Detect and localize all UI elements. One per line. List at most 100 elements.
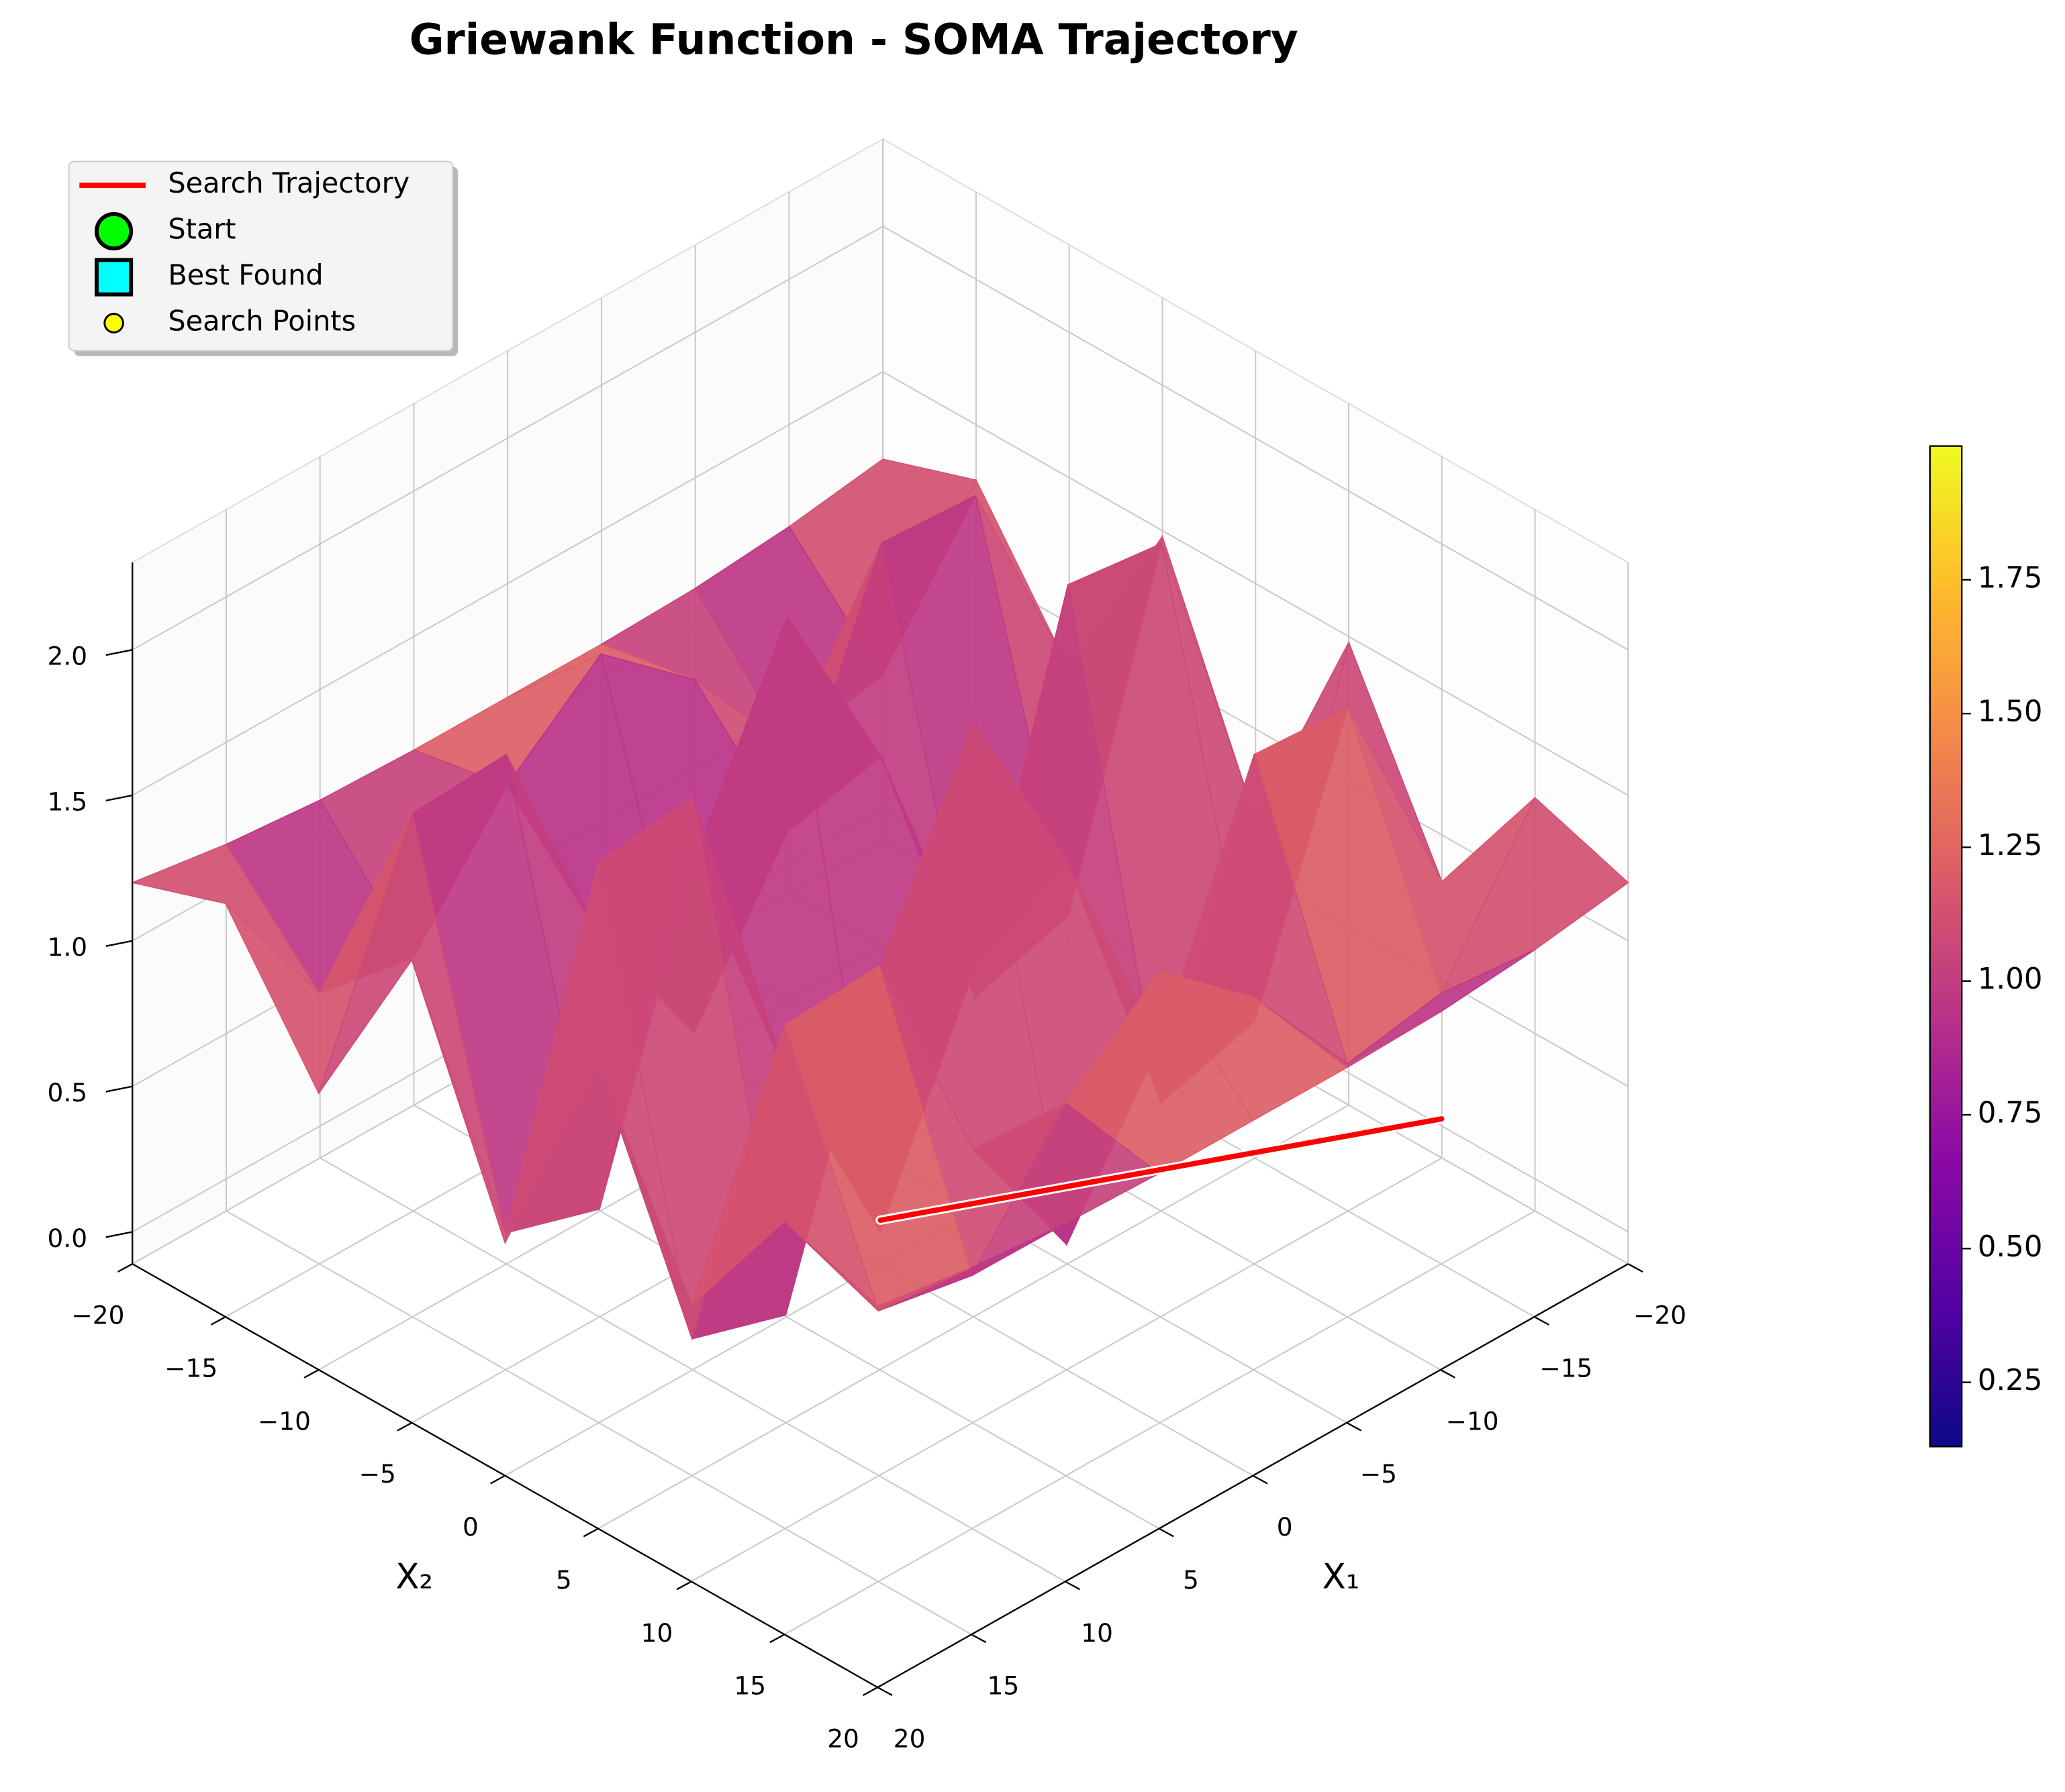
colorbar-swatch — [1929, 696, 1962, 705]
x-tick — [1252, 1475, 1268, 1485]
colorbar-swatch — [1929, 1062, 1962, 1073]
colorbar-swatch — [1929, 1363, 1962, 1373]
y-tick — [863, 1687, 878, 1697]
y-tick — [489, 1475, 506, 1485]
grid-line — [691, 1157, 1443, 1583]
colorbar-swatch — [1929, 446, 1962, 456]
y-tick — [397, 1422, 413, 1432]
colorbar-swatch — [1929, 1113, 1962, 1122]
colorbar-swatch — [1929, 1179, 1962, 1189]
legend: Search Trajectory Start Best Found Search P… — [68, 160, 459, 356]
colorbar-swatch — [1929, 487, 1962, 497]
colorbar-swatch — [1929, 546, 1962, 556]
colorbar-swatch — [1929, 996, 1962, 1006]
colorbar-swatch — [1929, 570, 1962, 581]
colorbar-swatch — [1929, 1196, 1962, 1206]
y-tick-label: 0 — [463, 1512, 479, 1542]
colorbar-swatch — [1929, 754, 1962, 764]
colorbar-swatch — [1929, 1088, 1962, 1097]
colorbar-tick-label: 1.75 — [1978, 561, 2043, 595]
y-tick — [769, 1634, 785, 1644]
legend-marker — [94, 211, 134, 251]
colorbar-swatch — [1929, 1405, 1962, 1414]
x-tick-label: −15 — [1539, 1353, 1592, 1383]
colorbar-swatch — [1929, 621, 1962, 631]
colorbar-swatch — [1929, 954, 1962, 964]
y-tick-label: −15 — [164, 1353, 218, 1383]
colorbar-swatch — [1929, 854, 1962, 864]
colorbar-swatch — [1929, 921, 1962, 931]
colorbar-swatch — [1929, 646, 1962, 656]
colorbar-swatch — [1929, 904, 1962, 914]
x-tick-label: 15 — [988, 1671, 1020, 1701]
colorbar-swatch — [1929, 587, 1962, 597]
colorbar-swatch — [1929, 796, 1962, 805]
y-tick-label: −20 — [71, 1301, 124, 1330]
x-tick — [971, 1634, 987, 1644]
colorbar-swatch — [1929, 946, 1962, 956]
y-tick-label: 5 — [556, 1565, 572, 1595]
colorbar-tick-label: 1.25 — [1978, 829, 2043, 862]
z-tick — [105, 649, 133, 656]
y-tick-label: −10 — [258, 1406, 311, 1436]
colorbar-swatch — [1929, 1271, 1962, 1281]
x-tick — [1346, 1422, 1362, 1432]
colorbar-swatch — [1929, 1188, 1962, 1197]
z-tick-label: 1.5 — [48, 787, 88, 816]
z-tick-label: 0.0 — [48, 1224, 88, 1253]
colorbar-swatch — [1929, 1079, 1962, 1089]
colorbar-swatch — [1929, 1371, 1962, 1381]
y-axis-line — [132, 1263, 878, 1689]
x-tick — [1440, 1368, 1456, 1379]
colorbar-swatch — [1929, 1246, 1962, 1256]
z-tick-label: 1.0 — [48, 932, 88, 962]
x-tick-label: −20 — [1633, 1301, 1686, 1330]
colorbar-swatch — [1929, 1388, 1962, 1397]
colorbar-swatch — [1929, 1121, 1962, 1131]
colorbar-swatch — [1929, 679, 1962, 689]
colorbar-swatch — [1929, 1071, 1962, 1081]
colorbar-swatch — [1929, 687, 1962, 697]
colorbar-swatch — [1929, 504, 1962, 514]
colorbar-swatch — [1929, 470, 1962, 481]
y-tick — [676, 1581, 692, 1591]
legend-label: Search Points — [168, 305, 356, 337]
colorbar-swatch — [1929, 1213, 1962, 1223]
axes: −20 −15 −10 −5 0 5 10 15 20 −20 −15 −10 −5 0 5 10 15 20 0.… — [48, 562, 1686, 1754]
colorbar-swatch — [1929, 512, 1962, 522]
colorbar-swatch — [1929, 771, 1962, 781]
colorbar-swatch — [1929, 971, 1962, 981]
colorbar-swatch — [1929, 604, 1962, 614]
colorbar-swatch — [1929, 562, 1962, 573]
x-tick — [877, 1687, 893, 1697]
colorbar-swatch — [1929, 962, 1962, 973]
colorbar-swatch — [1929, 979, 1962, 989]
z-tick — [105, 1085, 133, 1093]
colorbar-swatch — [1929, 1021, 1962, 1031]
colorbar-swatch — [1929, 1305, 1962, 1314]
y-tick — [210, 1315, 226, 1326]
colorbar-swatch — [1929, 1238, 1962, 1248]
x-tick-label: 0 — [1277, 1512, 1293, 1542]
colorbar-swatch — [1929, 629, 1962, 639]
colorbar-swatch — [1929, 1221, 1962, 1231]
y-tick-label: −5 — [359, 1459, 396, 1489]
colorbar-swatch — [1929, 1313, 1962, 1323]
trajectory — [875, 1114, 1447, 1225]
colorbar-swatch — [1929, 1230, 1962, 1239]
legend-label: Start — [168, 213, 236, 246]
colorbar-swatch — [1929, 1354, 1962, 1364]
x-tick-label: −5 — [1360, 1459, 1397, 1489]
grid-line — [784, 1210, 1536, 1636]
colorbar-tick-label: 1.00 — [1978, 962, 2043, 996]
y-tick — [117, 1263, 133, 1273]
colorbar: 0.25 0.50 0.75 1.00 1.25 1.50 1.75 — [1929, 445, 2043, 1448]
y-tick-label: 10 — [641, 1618, 673, 1648]
x-tick — [1627, 1263, 1643, 1273]
colorbar-swatch — [1929, 738, 1962, 747]
colorbar-swatch — [1929, 596, 1962, 605]
colorbar-swatch — [1929, 804, 1962, 814]
x-tick-label: 20 — [894, 1724, 926, 1754]
colorbar-swatch — [1929, 704, 1962, 714]
